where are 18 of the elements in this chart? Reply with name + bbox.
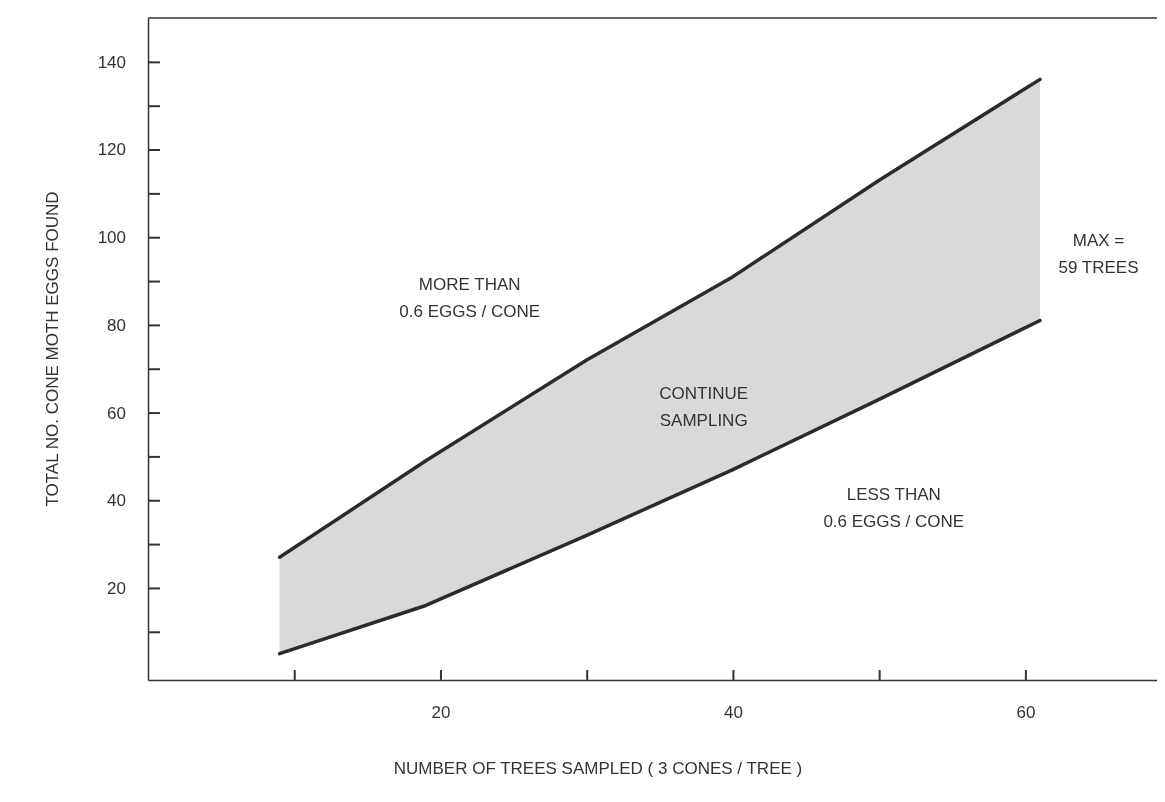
y-tick-label: 40: [107, 491, 126, 511]
x-tick-label: 60: [1016, 703, 1036, 723]
line-series: [277, 77, 1042, 559]
annotation: MAX = 59 TREES: [1058, 230, 1139, 277]
x-axis-title: NUMBER OF TREES SAMPLED ( 3 CONES / TREE ): [393, 759, 803, 778]
x-tick-label: 20: [431, 703, 451, 723]
line-series: [277, 318, 1042, 656]
y-tick-label: 100: [97, 228, 126, 248]
x-tick-label: 40: [723, 703, 743, 723]
annotation: MORE THAN 0.6 EGGS / CONE: [399, 274, 541, 321]
annotation: CONTINUE SAMPLING: [659, 384, 749, 431]
y-tick-label: 20: [107, 578, 126, 598]
annotation: LESS THAN 0.6 EGGS / CONE: [823, 485, 965, 532]
y-tick-label: 120: [97, 140, 126, 160]
y-axis-title: TOTAL NO. CONE MOTH EGGS FOUND: [43, 191, 62, 507]
y-tick-label: 140: [97, 52, 126, 72]
y-tick-label: 80: [107, 315, 126, 335]
y-tick-label: 60: [107, 403, 126, 423]
